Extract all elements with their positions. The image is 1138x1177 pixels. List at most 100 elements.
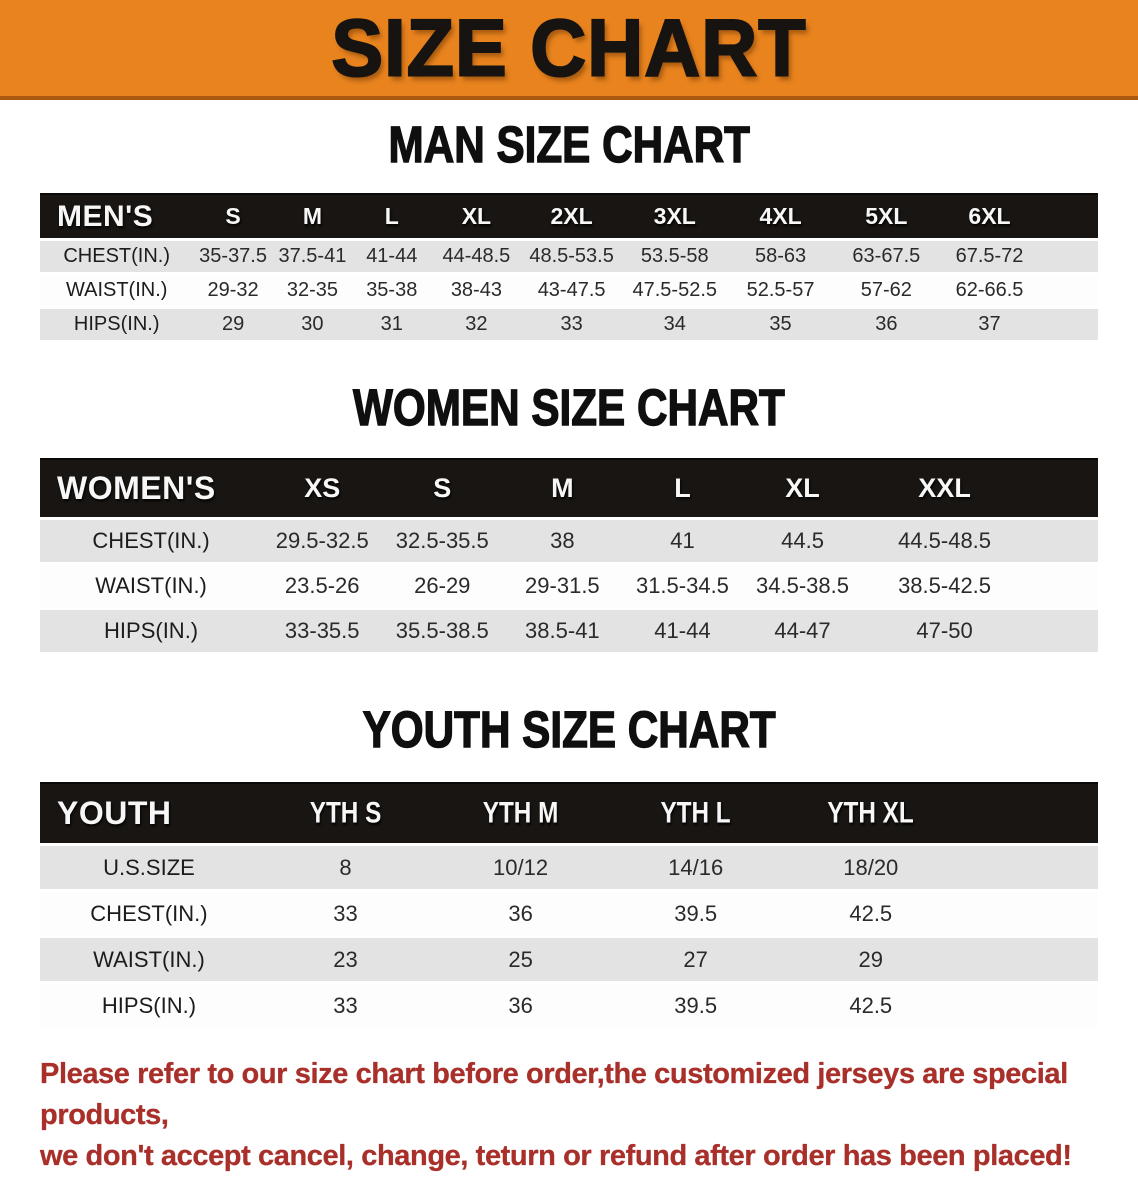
size-value-cell: 32-35	[286, 279, 338, 301]
section-heading: MAN SIZE CHART	[0, 116, 1138, 179]
size-value-cell: 57-62	[860, 279, 912, 301]
size-value-cell: 31.5-34.5	[635, 573, 729, 598]
size-table-row: HIPS(IN.) 29 30 31 32 33 34 35 36 37	[40, 309, 1098, 343]
table-corner-label: WOMEN'S	[57, 470, 216, 506]
size-value-cell: 36	[508, 992, 533, 1018]
size-chart-page: MAN SIZE CHART MEN'S S M L XL 2XL 3XL 4XL 5XL 6XL…	[0, 116, 1138, 1177]
size-value-cell: 33	[333, 992, 358, 1018]
size-value-cell: 35-37.5	[199, 245, 267, 267]
size-table: YOUTH YTH S YTH M YTH L YTH XL U.S.SIZE 8 10/12…	[40, 782, 1098, 1030]
size-column-header: S	[225, 203, 241, 229]
size-value-cell: 35	[769, 313, 792, 335]
size-value-cell: 39.5	[674, 900, 718, 926]
size-value-cell: 14/16	[668, 854, 724, 880]
section-heading-text: MAN SIZE CHART	[388, 116, 751, 174]
size-value-cell: 38.5-41	[525, 618, 600, 643]
size-value-cell: 23.5-26	[284, 573, 360, 598]
size-column-header: YTH M	[482, 796, 559, 830]
size-value-cell: 44-48.5	[442, 245, 511, 267]
size-value-cell: 39.5	[674, 992, 718, 1018]
measurement-row-label: WAIST(IN.)	[65, 279, 168, 301]
size-value-cell: 43-47.5	[537, 279, 606, 301]
size-value-cell: 67.5-72	[955, 245, 1024, 267]
size-table-row: WAIST(IN.) 23.5-26 26-29 29-31.5 31.5-34.5 34…	[40, 565, 1098, 610]
size-value-cell: 35-38	[366, 279, 418, 301]
men-size-section: MAN SIZE CHART MEN'S S M L XL 2XL 3XL 4XL 5XL 6XL…	[0, 116, 1138, 343]
size-table-row: HIPS(IN.) 33-35.5 35.5-38.5 38.5-41 41-44 44-…	[40, 610, 1098, 655]
section-heading-text: YOUTH SIZE CHART	[362, 701, 776, 759]
size-value-cell: 23	[333, 946, 358, 972]
size-value-cell: 36	[875, 313, 898, 335]
page-title: SIZE CHART	[330, 2, 807, 94]
size-column-header: 5XL	[865, 203, 908, 229]
section-heading: YOUTH SIZE CHART	[0, 701, 1138, 764]
size-column-header: YTH S	[309, 796, 382, 830]
size-value-cell: 42.5	[849, 992, 893, 1018]
size-value-cell: 26-29	[414, 573, 471, 598]
youth-size-section: YOUTH SIZE CHART YOUTH YTH S YTH M YTH L YTH…	[0, 701, 1138, 1030]
size-column-header: 4XL	[759, 203, 802, 229]
size-table-header-row: WOMEN'S XS S M L XL XXL	[40, 458, 1098, 520]
size-table-header-row: MEN'S S M L XL 2XL 3XL 4XL 5XL 6XL	[40, 193, 1098, 241]
size-value-cell: 41-44	[654, 618, 711, 643]
notice-line-2: we don't accept cancel, change, teturn o…	[40, 1140, 1072, 1172]
size-value-cell: 47.5-52.5	[632, 279, 718, 301]
measurement-row-label: HIPS(IN.)	[104, 618, 199, 643]
size-column-header: 2XL	[550, 203, 593, 229]
measurement-row-label: HIPS(IN.)	[73, 313, 160, 335]
size-value-cell: 44.5	[781, 528, 824, 553]
size-value-cell: 38-43	[450, 279, 502, 301]
size-value-cell: 29-32	[207, 279, 259, 301]
title-banner: SIZE CHART	[0, 0, 1138, 100]
size-value-cell: 35.5-38.5	[395, 618, 489, 643]
size-column-header: L	[384, 203, 399, 229]
size-table: WOMEN'S XS S M L XL XXL CHEST(IN.) 29.5-32.5 32.5…	[40, 458, 1098, 655]
size-column-header: YTH XL	[827, 796, 914, 830]
size-value-cell: 29	[858, 946, 883, 972]
size-column-header: M	[551, 473, 574, 503]
women-size-section: WOMEN SIZE CHART WOMEN'S XS S M L XL XXL CHEST(…	[0, 379, 1138, 655]
size-value-cell: 41-44	[366, 245, 418, 267]
size-column-header: YTH L	[660, 796, 731, 830]
size-value-cell: 58-63	[754, 245, 807, 267]
measurement-row-label: U.S.SIZE	[103, 854, 195, 880]
size-column-header: M	[302, 203, 322, 229]
measurement-row-label: CHEST(IN.)	[92, 528, 210, 553]
size-column-header: S	[433, 473, 452, 503]
size-value-cell: 37.5-41	[278, 245, 347, 267]
size-value-cell: 29-31.5	[525, 573, 600, 598]
size-value-cell: 47-50	[916, 618, 973, 643]
size-value-cell: 41	[670, 528, 695, 553]
size-value-cell: 48.5-53.5	[529, 245, 614, 267]
size-table-row: CHEST(IN.) 35-37.5 37.5-41 41-44 44-48.5 48.5…	[40, 241, 1098, 275]
size-value-cell: 34	[663, 313, 686, 335]
size-value-cell: 42.5	[849, 900, 893, 926]
size-column-header: XL	[785, 473, 820, 503]
table-corner-label: MEN'S	[57, 199, 154, 233]
measurement-row-label: HIPS(IN.)	[101, 992, 197, 1018]
size-value-cell: 36	[508, 900, 533, 926]
size-column-header: 6XL	[968, 203, 1011, 229]
size-value-cell: 31	[380, 313, 403, 335]
section-heading-text: WOMEN SIZE CHART	[353, 379, 786, 437]
measurement-row-label: CHEST(IN.)	[90, 900, 208, 926]
size-table-row: CHEST(IN.) 29.5-32.5 32.5-35.5 38 41 44.5 44.5…	[40, 520, 1098, 565]
measurement-row-label: CHEST(IN.)	[63, 245, 171, 267]
size-table-row: HIPS(IN.) 33 36 39.5 42.5	[40, 984, 1098, 1030]
size-value-cell: 34.5-38.5	[756, 573, 849, 598]
measurement-row-label: WAIST(IN.)	[93, 946, 205, 972]
size-value-cell: 52.5-57	[746, 279, 815, 301]
section-heading: WOMEN SIZE CHART	[0, 379, 1138, 442]
size-value-cell: 29	[221, 313, 245, 335]
size-value-cell: 33	[560, 313, 583, 335]
size-value-cell: 53.5-58	[640, 245, 709, 267]
size-table-row: WAIST(IN.) 23 25 27 29	[40, 938, 1098, 984]
size-value-cell: 33	[333, 900, 358, 926]
size-value-cell: 38.5-42.5	[898, 573, 992, 598]
size-column-header: L	[674, 473, 691, 503]
size-column-header: 3XL	[653, 203, 696, 229]
size-table-row: U.S.SIZE 8 10/12 14/16 18/20	[40, 846, 1098, 892]
size-value-cell: 33-35.5	[284, 618, 360, 643]
footer-notice: Please refer to our size chart before or…	[40, 1054, 1100, 1177]
size-value-cell: 30	[301, 313, 324, 335]
